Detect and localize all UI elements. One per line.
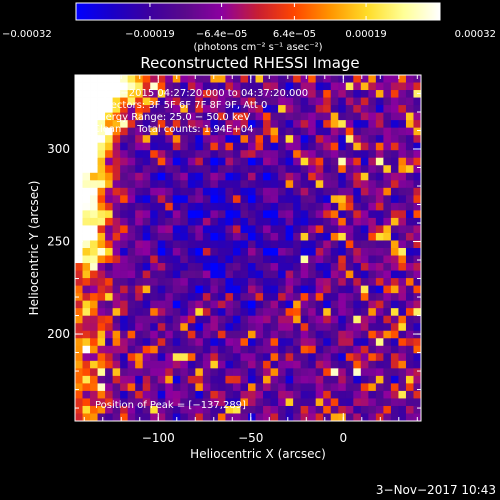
annotation-energy-range: Energy Range: 25.0 − 50.0 keV [93, 112, 250, 123]
colorbar [75, 2, 441, 21]
annotation-time-range: 7−Jun−2015 04:27:20.000 to 04:37:20.000 [90, 88, 308, 99]
colorbar-tick-label: −0.00032 [2, 29, 52, 40]
x-tick-label: 0 [339, 431, 347, 445]
x-tick-label: −50 [238, 431, 263, 445]
peak-position-label: Position of Peak = [−137,289] [95, 400, 246, 411]
y-tick-label: 250 [47, 235, 70, 249]
y-tick-label: 300 [47, 142, 70, 156]
colorbar-units-label: (photons cm⁻² s⁻¹ asec⁻²) [193, 42, 322, 53]
annotation-detectors: Detectors: 3F 5F 6F 7F 8F 9F, Att 0 [93, 100, 267, 111]
y-tick-label: 200 [47, 327, 70, 341]
colorbar-tick-label: 0.00032 [455, 29, 496, 40]
y-axis-label: Heliocentric Y (arcsec) [27, 181, 41, 316]
plot-frame [74, 74, 422, 422]
footer-timestamp: 3−Nov−2017 10:43 [376, 483, 496, 497]
colorbar-tick-label: −0.00019 [125, 29, 175, 40]
colorbar-tick-label: 0.00019 [345, 29, 386, 40]
colorbar-tick-label: 6.4e−05 [273, 29, 316, 40]
chart-title: Reconstructed RHESSI Image [140, 54, 359, 72]
colorbar-tick-label: −6.4e−05 [196, 29, 248, 40]
x-axis-label: Heliocentric X (arcsec) [190, 447, 326, 461]
axis-ticks: −100 −50 0 200 250 300 [47, 74, 421, 445]
x-tick-label: −100 [142, 431, 175, 445]
colorbar-ticks: −0.00032 −0.00019 −6.4e−05 6.4e−05 0.00019 0.… [2, 3, 496, 40]
heatmap-image [75, 75, 421, 421]
annotation-total-counts: Clean Total counts: 1.94E+04 [93, 124, 253, 135]
